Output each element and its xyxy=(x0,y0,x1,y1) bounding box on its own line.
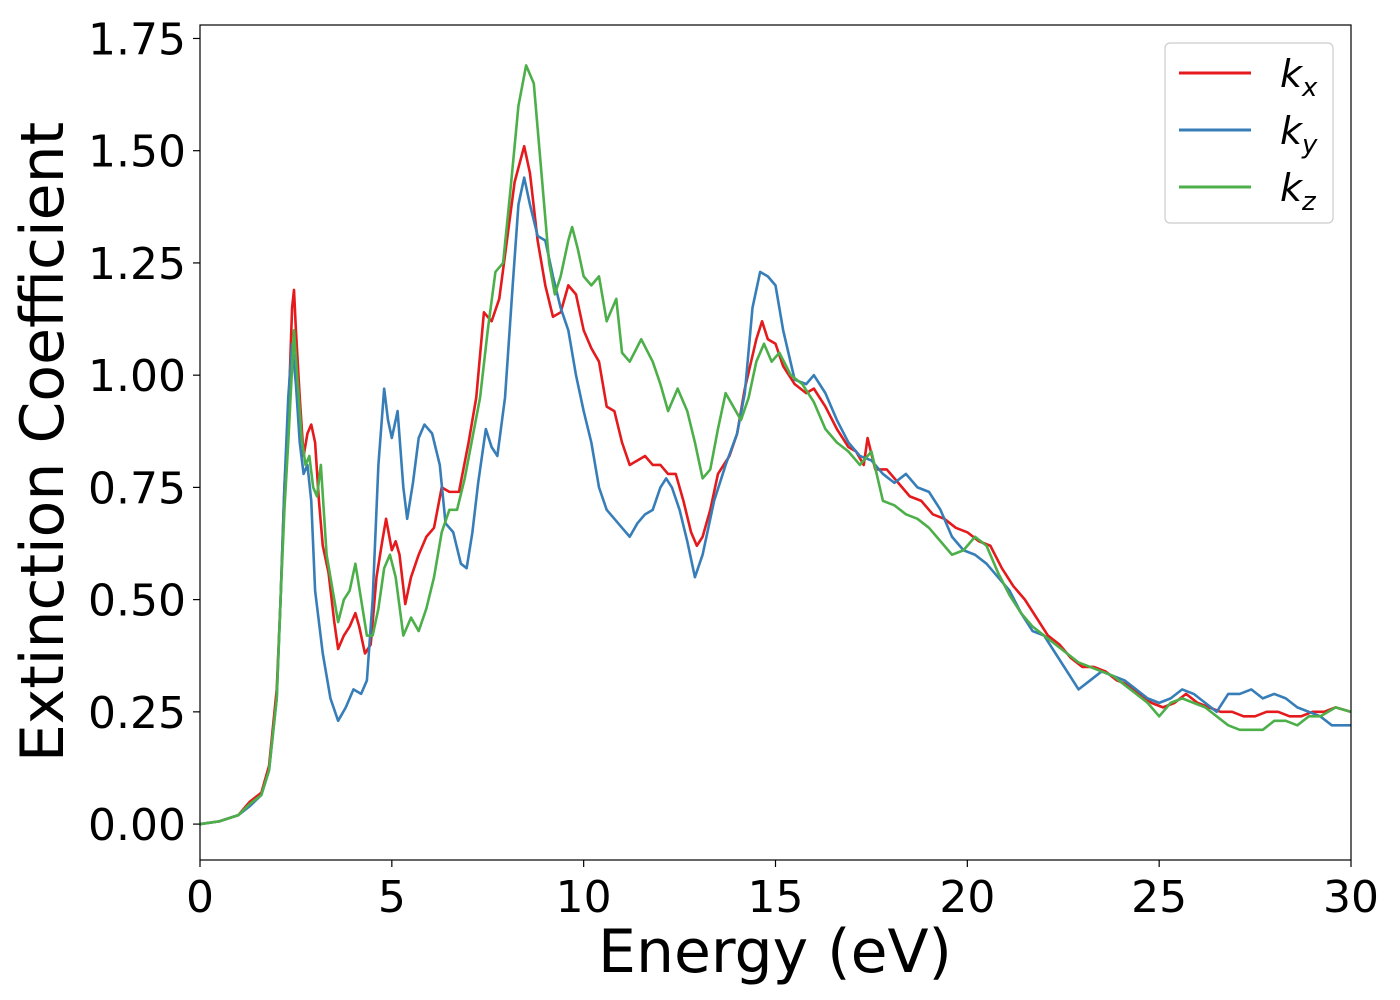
legend-label-kz: kz xyxy=(1280,166,1317,217)
y-tick-label: 0.75 xyxy=(88,463,186,514)
axis-ticks: 0 5 10 15 20 25 30 0.00 0.25 0.50 0.75 1.00 1.25 1.50… xyxy=(88,14,1379,923)
y-tick-label: 1.25 xyxy=(88,239,186,290)
series-line-kx xyxy=(200,144,1351,826)
y-tick-label: 0.25 xyxy=(88,688,186,739)
series-line-ky xyxy=(200,176,1351,826)
legend-box xyxy=(1164,42,1334,224)
legend-label-base: k xyxy=(1280,52,1304,96)
y-tick-label: 0.50 xyxy=(88,576,186,627)
legend-label-subscript: z xyxy=(1301,187,1317,217)
plot-lines xyxy=(200,64,1351,826)
series-line-kz xyxy=(200,64,1351,826)
legend-label-base: k xyxy=(1280,109,1304,153)
x-tick-label: 25 xyxy=(1131,872,1187,923)
y-tick-label: 1.50 xyxy=(88,127,186,178)
x-axis-title: Energy (eV) xyxy=(598,917,952,987)
legend-label-ky: ky xyxy=(1280,109,1318,160)
y-tick-label: 1.00 xyxy=(88,351,186,402)
legend-label-subscript: y xyxy=(1301,130,1318,160)
x-tick-label: 10 xyxy=(556,872,612,923)
y-tick-label: 1.75 xyxy=(88,14,186,65)
x-tick-label: 20 xyxy=(939,872,995,923)
x-tick-label: 5 xyxy=(378,872,406,923)
x-tick-label: 0 xyxy=(186,872,214,923)
y-axis-title: Extinction Coefficient xyxy=(8,122,78,762)
x-tick-label: 30 xyxy=(1323,872,1379,923)
legend-label-base: k xyxy=(1280,166,1304,210)
y-tick-label: 0.00 xyxy=(88,800,186,851)
legend-label-kx: kx xyxy=(1280,52,1318,103)
x-tick-label: 15 xyxy=(748,872,804,923)
legend-label-subscript: x xyxy=(1301,73,1318,103)
